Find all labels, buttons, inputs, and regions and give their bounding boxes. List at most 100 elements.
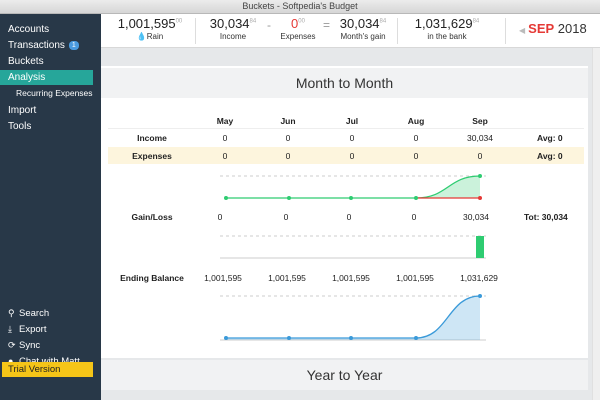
- gainloss-cell: 0: [283, 212, 289, 222]
- expenses-value: 000: [275, 16, 321, 31]
- gainloss-row-label: Gain/Loss: [131, 212, 173, 222]
- ending-balance-cell: 1,001,595: [268, 273, 306, 283]
- gainloss-cell: 0: [346, 212, 352, 222]
- divider: [195, 18, 196, 44]
- month-header: Jun: [280, 116, 296, 126]
- trial-version-button[interactable]: Trial Version: [2, 362, 93, 377]
- income-row-label: Income: [137, 133, 167, 143]
- ending-balance-cell: 1,031,629: [460, 273, 498, 283]
- sidebar-item-analysis[interactable]: Analysis: [0, 70, 93, 85]
- year-label: 2018: [557, 21, 587, 36]
- rain-cents: 00: [175, 18, 183, 25]
- sidebar-item-buckets[interactable]: Buckets: [0, 54, 93, 69]
- prev-month-icon[interactable]: ◀: [519, 26, 526, 35]
- analysis-content: [101, 48, 600, 400]
- chat-tool[interactable]: ● Chat with Matt: [8, 356, 80, 367]
- expenses-row-label: Expenses: [132, 151, 172, 161]
- expenses-average: Avg: 0: [537, 151, 563, 161]
- month-header: May: [216, 116, 234, 126]
- tool-label: Sync: [19, 340, 41, 351]
- income-label: Income: [219, 32, 247, 41]
- bank-amount: 1,031,629: [414, 16, 473, 31]
- income-average: Avg: 0: [537, 133, 563, 143]
- gain-label: Month's gain: [340, 32, 386, 41]
- ending-balance-cell: 1,001,595: [204, 273, 242, 283]
- gainloss-total: Tot: 30,034: [524, 212, 568, 222]
- sidebar-item-accounts[interactable]: Accounts: [0, 22, 93, 37]
- income-stat: 30,03484 Income: [205, 16, 261, 41]
- month-picker[interactable]: ◀ SEP 2018: [519, 21, 587, 36]
- bank-label: in the bank: [427, 32, 467, 41]
- search-tool[interactable]: ⚲ Search: [8, 308, 49, 319]
- vertical-scrollbar[interactable]: [592, 48, 600, 400]
- window-title: Buckets - Softpedia's Budget: [242, 1, 358, 11]
- income-cell: 30,034: [467, 133, 493, 143]
- sidebar-item-label: Analysis: [8, 72, 46, 83]
- expenses-cell: 0: [285, 151, 291, 161]
- income-cell: 0: [222, 133, 228, 143]
- expenses-cell: 0: [413, 151, 419, 161]
- sidebar-item-label: Accounts: [8, 24, 50, 35]
- month-header: Aug: [407, 116, 425, 126]
- divider: [505, 18, 506, 44]
- minus-operator: -: [267, 18, 271, 32]
- income-cell: 0: [349, 133, 355, 143]
- search-icon: ⚲: [8, 308, 15, 318]
- tool-label: Export: [19, 324, 47, 335]
- title-bar: Buckets - Softpedia's Budget: [0, 0, 600, 14]
- sidebar-item-label: Buckets: [8, 56, 44, 67]
- ending-balance-cell: 1,001,595: [332, 273, 370, 283]
- gainloss-cell: 0: [217, 212, 223, 222]
- ending-balance-row-label: Ending Balance: [120, 273, 184, 283]
- sidebar-item-tools[interactable]: Tools: [0, 119, 93, 134]
- gainloss-cell: 30,034: [463, 212, 489, 222]
- sidebar-item-import[interactable]: Import: [0, 103, 93, 118]
- income-value: 30,03484: [205, 16, 261, 31]
- gainloss-cell: 0: [411, 212, 417, 222]
- divider: [397, 18, 398, 44]
- bank-stat: 1,031,62984 in the bank: [407, 16, 487, 41]
- tool-label: Search: [19, 308, 50, 319]
- month-header: Jul: [345, 116, 359, 126]
- month-label: SEP: [528, 21, 555, 36]
- income-cents: 84: [249, 18, 257, 25]
- gain-amount: 30,034: [339, 16, 380, 31]
- gain-stat: 30,03484 Month's gain: [331, 16, 395, 41]
- rain-stat: 1,001,59500 💧Rain: [115, 16, 185, 41]
- chat-icon: ●: [8, 356, 14, 366]
- sidebar-item-label: Tools: [8, 121, 32, 132]
- income-cell: 0: [285, 133, 291, 143]
- expenses-row-highlight: [108, 147, 584, 164]
- tool-label: Chat with Matt: [19, 356, 80, 367]
- export-icon: ⤓: [8, 324, 12, 334]
- sync-icon: ⟳: [8, 340, 16, 350]
- rain-amount: 1,001,595: [117, 16, 176, 31]
- expenses-cell: 0: [222, 151, 228, 161]
- sidebar-item-label: Transactions: [8, 40, 65, 51]
- sidebar-item-transactions[interactable]: Transactions 1: [0, 38, 93, 53]
- sidebar: Accounts Transactions 1 Buckets Analysis …: [0, 14, 101, 400]
- year-to-year-title: Year to Year: [101, 360, 588, 390]
- sidebar-item-label: Recurring Expenses: [16, 88, 93, 98]
- expenses-cents: 00: [298, 18, 305, 25]
- expenses-amount: 0: [291, 16, 299, 31]
- rain-label: 💧Rain: [115, 32, 185, 41]
- expenses-stat: 000 Expenses: [275, 16, 321, 41]
- export-tool[interactable]: ⤓ Export: [8, 324, 46, 335]
- sidebar-item-recurring-expenses[interactable]: Recurring Expenses: [0, 86, 93, 101]
- month-header: Sep: [472, 116, 488, 126]
- sidebar-item-label: Import: [8, 105, 37, 116]
- income-amount: 30,034: [209, 16, 250, 31]
- gain-value: 30,03484: [331, 16, 395, 31]
- bank-value: 1,031,62984: [407, 16, 487, 31]
- drop-icon: 💧: [136, 32, 147, 41]
- equals-operator: =: [323, 18, 331, 32]
- expenses-label: Expenses: [280, 32, 316, 41]
- divider: [108, 128, 584, 129]
- rain-value: 1,001,59500: [115, 16, 185, 31]
- gain-cents: 84: [379, 18, 387, 25]
- rain-label-text: Rain: [146, 32, 164, 41]
- sync-tool[interactable]: ⟳ Sync: [8, 340, 40, 351]
- transactions-count-badge: 1: [68, 41, 79, 50]
